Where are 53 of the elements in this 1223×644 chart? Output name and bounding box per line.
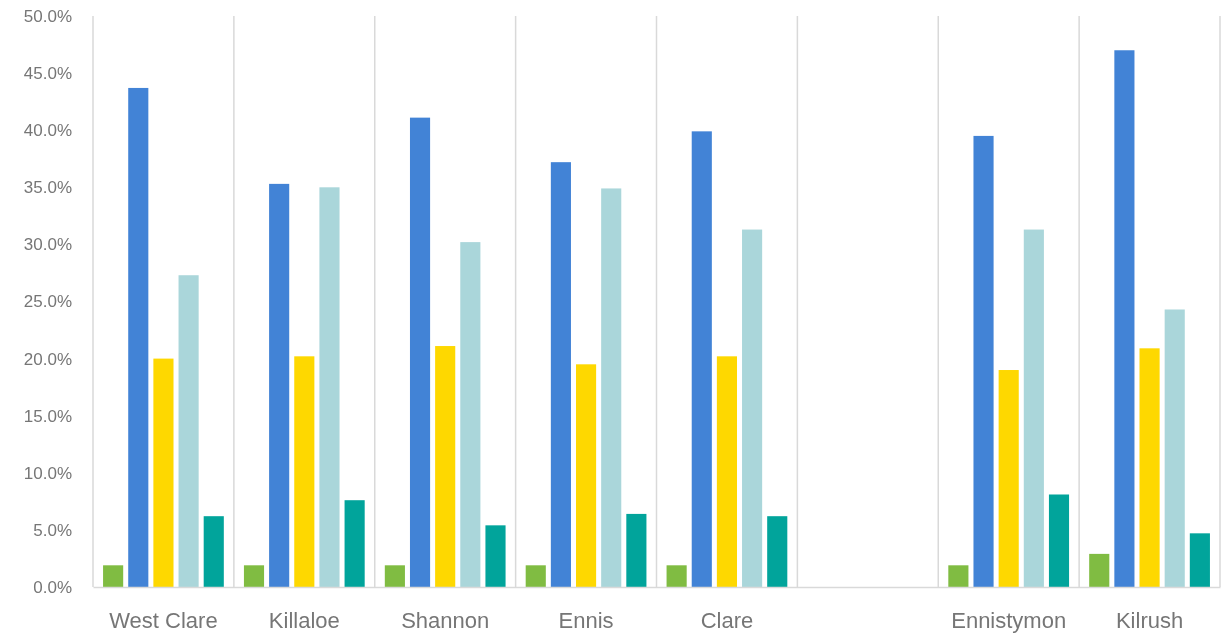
y-tick-label: 50.0% — [23, 6, 72, 26]
y-tick-label: 20.0% — [23, 349, 72, 369]
bar — [1048, 494, 1070, 587]
y-tick-label: 15.0% — [23, 406, 72, 426]
bar — [998, 370, 1019, 587]
bar — [973, 135, 994, 587]
bar — [344, 500, 365, 587]
bar — [626, 513, 647, 587]
y-tick-label: 25.0% — [23, 292, 72, 312]
bar — [948, 565, 969, 587]
y-tick-label: 0.0% — [33, 577, 72, 597]
x-tick-label: Killaloe — [268, 607, 340, 633]
bar — [691, 131, 712, 587]
bar — [666, 565, 687, 587]
bar — [485, 525, 506, 587]
bar — [203, 516, 224, 587]
bar — [460, 242, 481, 587]
x-tick-label: Shannon — [401, 607, 490, 633]
y-tick-label: 5.0% — [33, 520, 72, 540]
bar — [128, 87, 149, 587]
bar — [294, 356, 315, 587]
bar — [178, 275, 199, 587]
x-tick-label: Clare — [700, 607, 754, 633]
y-tick-label: 30.0% — [23, 235, 72, 255]
x-tick-label: West Clare — [109, 607, 218, 633]
bar — [525, 565, 546, 587]
y-tick-label: 45.0% — [23, 64, 72, 84]
y-tick-label: 35.0% — [23, 178, 72, 198]
bar — [384, 565, 405, 587]
bar — [1139, 348, 1160, 587]
bar — [103, 565, 124, 587]
bar — [1023, 229, 1044, 587]
bar — [742, 229, 763, 587]
bar — [601, 188, 622, 587]
bar — [1114, 50, 1135, 587]
bar — [269, 183, 290, 587]
bar — [767, 516, 788, 587]
x-tick-label: Kilrush — [1115, 607, 1184, 633]
y-tick-label: 10.0% — [23, 463, 72, 483]
bar — [1189, 533, 1210, 587]
bar — [153, 358, 174, 587]
bar — [716, 356, 737, 587]
bar — [319, 187, 340, 587]
bar — [1089, 553, 1110, 587]
x-tick-label: Ennis — [558, 607, 614, 633]
y-tick-label: 40.0% — [23, 121, 72, 141]
bar — [576, 364, 597, 587]
bar — [1164, 309, 1185, 587]
x-tick-label: Ennistymon — [951, 607, 1067, 633]
bar — [243, 565, 265, 587]
bar — [550, 162, 571, 587]
bar — [409, 117, 431, 587]
bar — [435, 346, 456, 587]
